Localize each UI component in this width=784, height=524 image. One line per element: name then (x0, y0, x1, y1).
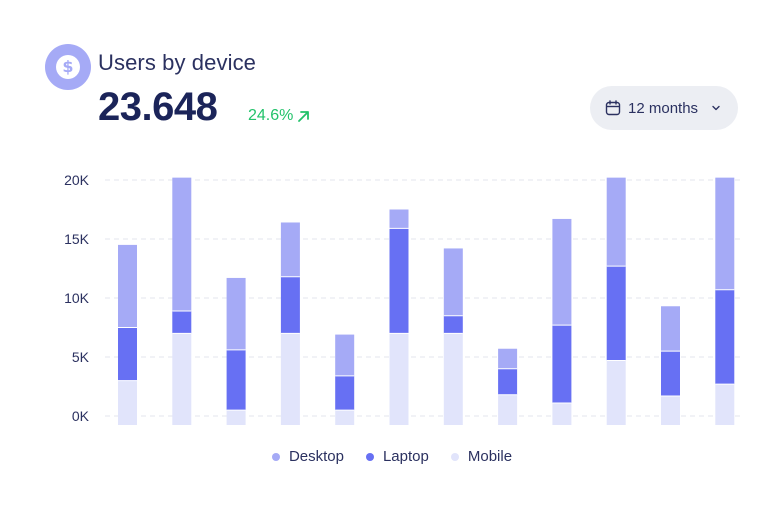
bar-segment-desktop[interactable] (172, 177, 192, 311)
legend-label: Laptop (382, 448, 429, 465)
bar-segment-laptop[interactable] (606, 266, 626, 361)
bar-segment-laptop[interactable] (172, 310, 192, 334)
bar-segment-desktop[interactable] (280, 222, 300, 277)
legend-label: Mobile (467, 448, 513, 465)
card-title: Users by device (98, 50, 257, 75)
bar-segment-mobile[interactable] (443, 333, 463, 425)
bar-segment-mobile[interactable] (606, 360, 626, 425)
bar-segment-laptop[interactable] (552, 325, 572, 404)
bar-segment-laptop[interactable] (661, 351, 680, 396)
legend-dot-icon (365, 452, 374, 461)
bar-segment-desktop[interactable] (661, 306, 680, 352)
bar-segment-desktop[interactable] (606, 177, 626, 267)
legend-dot-icon (450, 452, 459, 461)
bar-segment-laptop[interactable] (389, 228, 409, 334)
bar-segment-laptop[interactable] (498, 368, 518, 395)
bar-segment-mobile[interactable] (661, 395, 680, 425)
change-percent: 24.6% (248, 107, 294, 124)
y-tick-label: 0K (72, 408, 90, 424)
bar-segment-desktop[interactable] (552, 218, 572, 326)
y-tick-label: 5K (72, 349, 90, 365)
legend-dot-icon (271, 452, 280, 461)
bar-segment-mobile[interactable] (335, 410, 355, 425)
bar-segment-laptop[interactable] (280, 276, 300, 334)
bar-segment-desktop[interactable] (335, 334, 355, 376)
y-tick-label: 20K (64, 172, 90, 188)
legend-item-desktop[interactable]: Desktop (271, 448, 344, 465)
time-range-dropdown[interactable]: 12 months (590, 86, 738, 130)
change-indicator: 24.6% (248, 107, 310, 125)
bar-segment-laptop[interactable] (118, 327, 137, 381)
bar-segment-mobile[interactable] (498, 394, 518, 425)
bar-segment-mobile[interactable] (552, 403, 572, 425)
stacked-bar-chart: 0K 5K 10K 15K 20K (64, 172, 742, 425)
bar-segment-mobile[interactable] (226, 410, 246, 425)
bar-segment-mobile[interactable] (280, 333, 300, 425)
bar-segment-laptop[interactable] (715, 289, 735, 385)
legend-item-laptop[interactable]: Laptop (365, 448, 429, 465)
bar-segment-desktop[interactable] (715, 177, 735, 290)
bar-segment-desktop[interactable] (389, 209, 409, 229)
bar-segment-mobile[interactable] (118, 380, 137, 425)
bar-segment-laptop[interactable] (226, 349, 246, 411)
legend-item-mobile[interactable]: Mobile (450, 448, 513, 465)
bar-segment-mobile[interactable] (172, 333, 192, 425)
chart-legend: Desktop Laptop Mobile (0, 448, 784, 465)
bar-segment-mobile[interactable] (389, 333, 409, 425)
dollar-coin-icon: $ (45, 44, 91, 90)
bar-segment-mobile[interactable] (715, 384, 735, 425)
bar-segment-laptop[interactable] (443, 315, 463, 334)
bar-segment-desktop[interactable] (443, 248, 463, 316)
bar-segment-laptop[interactable] (335, 375, 355, 411)
legend-label: Desktop (288, 448, 344, 465)
time-range-label: 12 months (628, 99, 699, 117)
arrow-up-right-icon (298, 110, 310, 122)
total-users-value: 23.648 (98, 85, 218, 129)
chevron-down-icon (712, 105, 720, 111)
calendar-icon (605, 100, 621, 116)
bar-segment-desktop[interactable] (118, 244, 137, 328)
bar-segment-desktop[interactable] (498, 348, 518, 369)
y-tick-label: 10K (64, 290, 90, 306)
y-tick-label: 15K (64, 231, 90, 247)
bar-segment-desktop[interactable] (226, 277, 246, 350)
